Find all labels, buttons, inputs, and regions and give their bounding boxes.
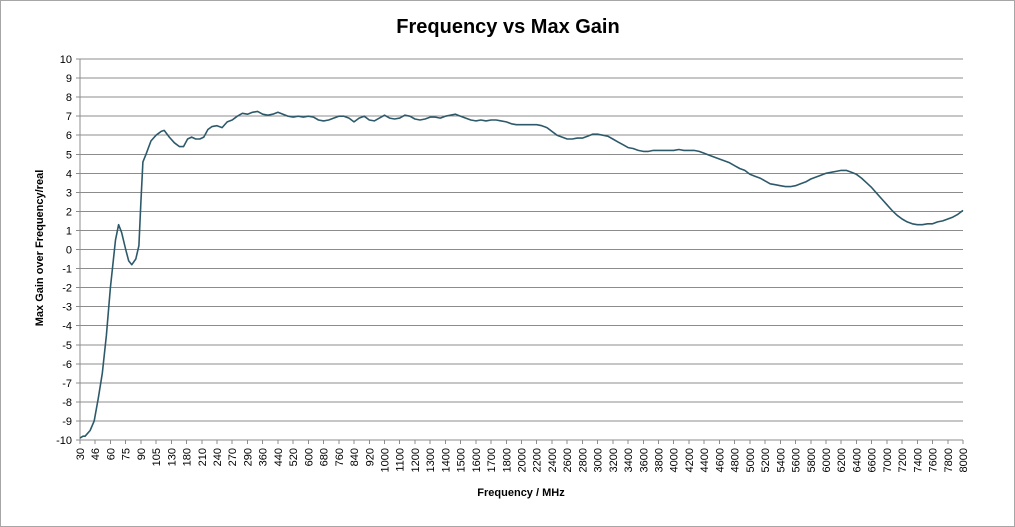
y-tick-label: -4 [62,321,72,333]
x-tick-label: 2600 [562,448,574,472]
y-tick-label: -8 [62,397,72,409]
y-tick-label: -10 [56,435,72,447]
x-tick-label: 920 [364,448,376,466]
x-tick-label: 3200 [608,448,620,472]
x-tick-label: 130 [166,448,178,466]
x-tick-label: 1000 [379,448,391,472]
x-tick-label: 4400 [699,448,711,472]
x-tick-label: 180 [182,448,194,466]
x-tick-label: 2000 [517,448,529,472]
x-tick-label: 1400 [440,448,452,472]
x-tick-label: 360 [258,448,270,466]
y-tick-label: 10 [60,54,72,66]
y-tick-label: 7 [66,111,72,123]
x-tick-label: 270 [227,448,239,466]
y-tick-label: -3 [62,302,72,314]
x-tick-label: 5800 [806,448,818,472]
x-tick-label: 6000 [821,448,833,472]
x-tick-label: 240 [212,448,224,466]
x-tick-label: 90 [136,448,148,460]
y-tick-label: 4 [66,168,72,180]
y-tick-label: -9 [62,416,72,428]
x-tick-label: 5600 [791,448,803,472]
x-tick-label: 4800 [730,448,742,472]
y-tick-label: 3 [66,187,72,199]
x-tick-label: 680 [319,448,331,466]
x-tick-label: 7200 [897,448,909,472]
x-tick-label: 1100 [395,448,407,472]
x-tick-label: 520 [288,448,300,466]
x-tick-label: 7400 [912,448,924,472]
y-tick-label: 0 [66,245,72,257]
x-axis-label: Frequency / MHz [477,487,565,499]
x-tick-label: 7600 [928,448,940,472]
series-line [79,110,964,439]
x-tick-label: 440 [273,448,285,466]
x-tick-label: 600 [303,448,315,466]
x-tick-label: 1300 [425,448,437,472]
x-tick-label: 5400 [775,448,787,472]
x-tick-label: 210 [197,448,209,466]
x-tick-label: 2400 [547,448,559,472]
y-tick-label: 8 [66,92,72,104]
y-tick-label: -2 [62,283,72,295]
y-tick-label: -7 [62,378,72,390]
y-tick-label: -6 [62,359,72,371]
y-axis-label: Max Gain over Frequency/real [34,170,46,327]
x-tick-label: 75 [121,448,133,460]
y-tick-label: 1 [66,225,72,237]
x-tick-label: 760 [334,448,346,466]
y-tick-label: 2 [66,206,72,218]
grid-lines [79,58,963,441]
x-tick-label: 6400 [851,448,863,472]
x-tick-label: 8000 [958,448,970,472]
x-tick-label: 5200 [760,448,772,472]
x-tick-label: 1800 [501,448,513,472]
chart-title: Frequency vs Max Gain [396,16,619,38]
x-tick-label: 6200 [836,448,848,472]
x-tick-label: 1700 [486,448,498,472]
x-tick-label: 2200 [532,448,544,472]
x-tick-label: 7800 [943,448,955,472]
x-tick-label: 6600 [867,448,879,472]
x-tick-label: 3800 [654,448,666,472]
x-tick-label: 1200 [410,448,422,472]
x-tick-label: 105 [151,448,163,466]
x-tick-label: 4000 [669,448,681,472]
x-tick-label: 1500 [456,448,468,472]
x-tick-label: 290 [242,448,254,466]
y-tick-label: -1 [62,264,72,276]
x-tick-label: 1600 [471,448,483,472]
x-tick-label: 3400 [623,448,635,472]
x-tick-label: 30 [75,448,87,460]
x-tick-label: 5000 [745,448,757,472]
x-tick-label: 60 [105,448,117,460]
x-tick-label: 3600 [638,448,650,472]
series-group [79,110,964,439]
x-tick-label: 7000 [882,448,894,472]
x-tick-label: 4200 [684,448,696,472]
y-tick-label: -5 [62,340,72,352]
x-axis-ticks: 30 46 60 75 90 105 130 180 210 240 270 290 360 440 520… [75,440,970,472]
y-tick-label: 9 [66,73,72,85]
y-tick-label: 5 [66,149,72,161]
x-tick-label: 3000 [593,448,605,472]
y-tick-label: 6 [66,130,72,142]
x-tick-label: 2800 [577,448,589,472]
x-tick-label: 46 [90,448,102,460]
x-tick-label: 840 [349,448,361,466]
x-tick-label: 4600 [714,448,726,472]
